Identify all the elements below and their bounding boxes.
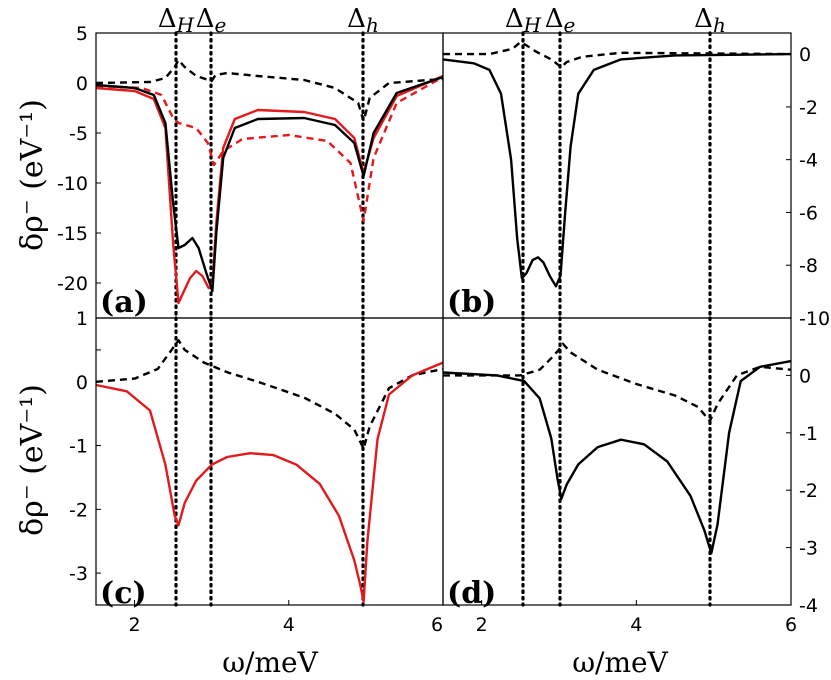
panel-a-frame <box>95 32 444 319</box>
ytick-label: -10 <box>799 308 830 330</box>
panel-label: (a) <box>100 285 148 320</box>
ytick-label: 0 <box>76 73 88 95</box>
ytick-label: -3 <box>799 538 818 560</box>
series-red-solid <box>95 74 444 305</box>
xlabel-left: ω/meV <box>222 646 318 679</box>
series-red-dashed <box>95 75 444 223</box>
panel-d-frame <box>442 317 792 606</box>
panel-label: (c) <box>100 576 147 611</box>
panel-c-frame <box>95 317 444 606</box>
gap-label-e: Δe <box>545 4 576 37</box>
ylabel-top: δρ⁻ (eV⁻¹) <box>15 99 50 251</box>
ytick-label: 0 <box>76 372 88 394</box>
ytick-label: -2 <box>69 499 88 521</box>
ytick-label: -3 <box>69 563 88 585</box>
ytick-label: 5 <box>76 23 88 45</box>
gap-label-h: Δh <box>347 4 379 37</box>
gap-label-h: ΔH <box>158 4 195 37</box>
xtick-label: 4 <box>283 614 295 636</box>
xtick-label: 6 <box>785 614 797 636</box>
ytick-label: -5 <box>69 123 88 145</box>
panel-label: (d) <box>447 576 496 611</box>
series-black-dashed <box>95 339 444 450</box>
ylabel-bottom: δρ⁻ (eV⁻¹) <box>15 384 50 536</box>
ytick-label: -4 <box>799 595 818 617</box>
series-black-dashed <box>443 342 792 423</box>
panel-c: 1 0 -1 -2 -3 2 4 6 (c) <box>69 308 444 636</box>
panel-a: 5 0 -5 -10 -15 -20 (a) ΔH Δe Δh <box>57 4 444 320</box>
gap-label-e: Δe <box>196 4 227 37</box>
xtick-label: 2 <box>129 614 141 636</box>
ytick-label: -10 <box>57 173 88 195</box>
series-black-solid <box>95 75 444 293</box>
gap-label-h: ΔH <box>505 4 542 37</box>
panel-label: (b) <box>447 285 496 320</box>
series-black-solid <box>442 359 792 555</box>
ytick-label: -1 <box>69 436 88 458</box>
ytick-label: -6 <box>799 202 818 224</box>
series-red-solid <box>95 361 444 603</box>
ytick-label: -15 <box>57 223 88 245</box>
gap-label-h: Δh <box>694 4 726 37</box>
ytick-label: -4 <box>799 150 818 172</box>
xtick-label: 6 <box>431 614 443 636</box>
panel-b: 0 -2 -4 -6 -8 -10 (b) ΔH Δe Δh <box>442 4 830 330</box>
series-black-dashed <box>95 58 444 123</box>
ytick-label: -8 <box>799 255 818 277</box>
ytick-label: 0 <box>799 365 811 387</box>
panel-b-frame <box>442 32 792 319</box>
xtick-label: 4 <box>630 614 642 636</box>
ytick-label: 1 <box>76 308 88 330</box>
xlabel-right: ω/meV <box>572 646 668 679</box>
panel-d: 0 -1 -2 -3 -4 2 4 6 (d) <box>442 316 818 636</box>
ytick-label: -2 <box>799 480 818 502</box>
series-black-solid <box>442 52 792 288</box>
ytick-label: -1 <box>799 423 818 445</box>
series-black-dashed <box>443 41 792 69</box>
ytick-label: -20 <box>57 273 88 295</box>
ytick-label: 0 <box>799 44 811 66</box>
ytick-label: -2 <box>799 97 818 119</box>
xtick-label: 2 <box>476 614 488 636</box>
